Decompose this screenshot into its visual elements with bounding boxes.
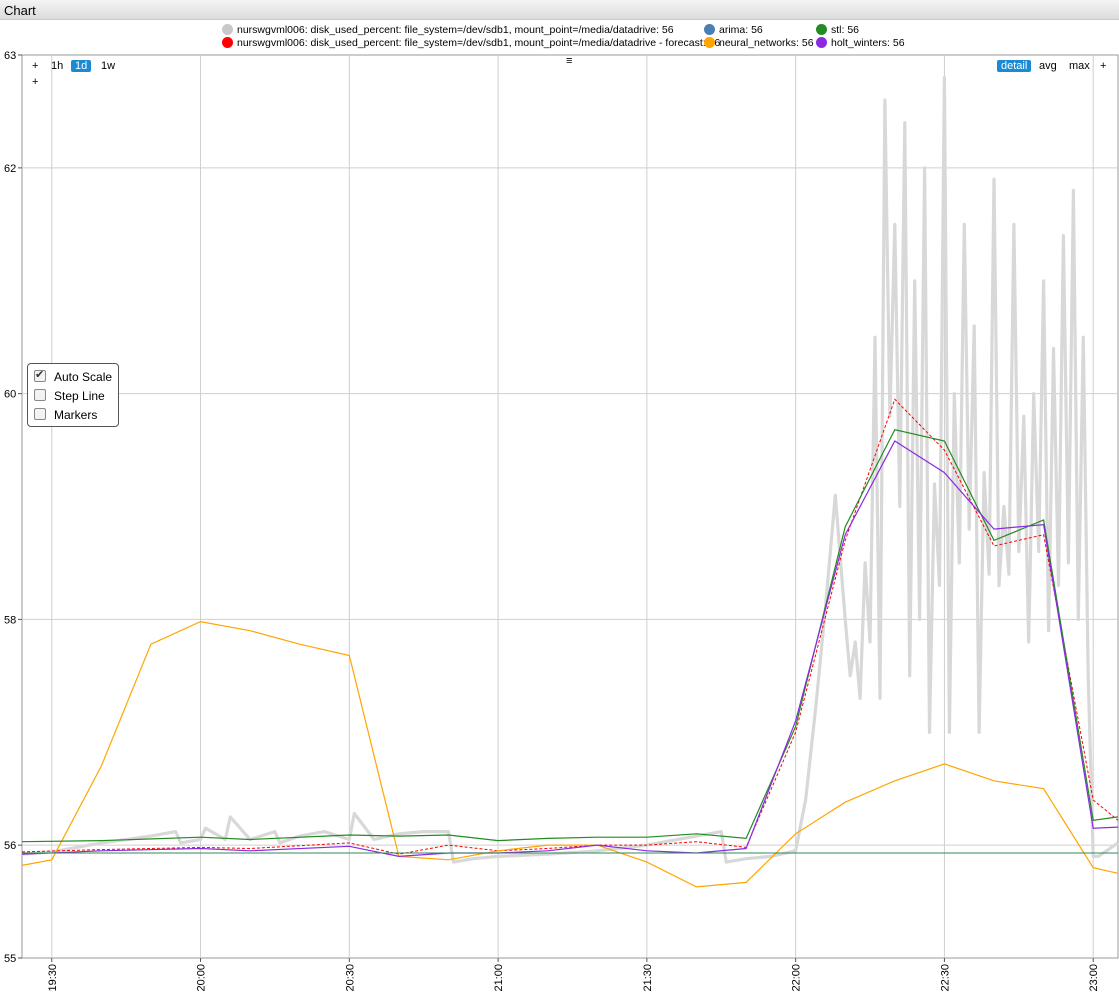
series-line-0[interactable]: [21, 76, 1119, 864]
max-button[interactable]: max: [1069, 60, 1090, 72]
series-layer: [21, 76, 1119, 888]
zoom-in-button[interactable]: +: [32, 60, 39, 72]
y-tick-label: 58: [4, 614, 16, 626]
y-tick-label: 63: [4, 50, 16, 62]
y-tick-label: 56: [4, 840, 16, 852]
markers-label: Markers: [54, 408, 98, 422]
add-right-button[interactable]: +: [1100, 60, 1107, 72]
legend-label: holt_winters: 56: [831, 37, 905, 49]
legend-label: arima: 56: [719, 24, 763, 36]
legend-swatch-icon: [816, 24, 827, 35]
window-title: Chart: [4, 3, 36, 18]
legend-swatch-icon: [704, 24, 715, 35]
legend-label: stl: 56: [831, 24, 860, 36]
y-tick-label: 60: [4, 389, 16, 401]
series-line-1[interactable]: [21, 398, 1119, 855]
y-tick-label: 62: [4, 163, 16, 175]
markers-option[interactable]: Markers: [34, 408, 97, 422]
x-tick-label: 21:00: [493, 964, 505, 992]
legend-swatch-icon: [222, 37, 233, 48]
window-titlebar: Chart: [0, 0, 1119, 20]
menu-icon[interactable]: ≡: [566, 55, 573, 67]
x-tick-label: 20:00: [196, 964, 208, 992]
detail-button[interactable]: detail: [997, 60, 1032, 72]
legend-swatch-icon: [816, 37, 827, 48]
legend-label: nurswgvml006: disk_used_percent: file_sy…: [237, 37, 721, 49]
y-tick-label: 55: [4, 953, 16, 965]
legend-swatch-icon: [704, 37, 715, 48]
legend-item-forecast[interactable]: nurswgvml006: disk_used_percent: file_sy…: [222, 37, 720, 50]
avg-button[interactable]: avg: [1039, 60, 1057, 72]
auto-scale-label: Auto Scale: [54, 370, 113, 384]
range-1w-button[interactable]: 1w: [101, 60, 116, 72]
x-tick-label: 22:30: [939, 964, 951, 992]
series-line-4[interactable]: [21, 440, 1119, 858]
legend-label: neural_networks: 56: [719, 37, 814, 49]
step-line-checkbox[interactable]: [34, 389, 46, 401]
step-line-label: Step Line: [54, 389, 105, 403]
zoom-in-secondary-button[interactable]: +: [32, 76, 39, 88]
legend-item-neural-networks[interactable]: neural_networks: 56: [704, 37, 814, 50]
axes: 55 56 58 60 62 63 19:30 20:00 20:30 21:00 21:30 22:…: [4, 50, 1100, 992]
x-tick-label: 19:30: [47, 964, 59, 992]
legend-item-disk-used[interactable]: nurswgvml006: disk_used_percent: file_sy…: [222, 24, 674, 37]
series-line-2[interactable]: [21, 620, 1119, 888]
chart-options-panel: Auto Scale Step Line Markers: [27, 363, 119, 427]
legend-item-holt-winters[interactable]: holt_winters: 56: [816, 37, 905, 50]
chart-legend: nurswgvml006: disk_used_percent: file_sy…: [0, 23, 1119, 51]
range-1d-button[interactable]: 1d: [71, 60, 92, 72]
auto-scale-option[interactable]: Auto Scale: [34, 368, 113, 384]
legend-swatch-icon: [222, 24, 233, 35]
legend-label: nurswgvml006: disk_used_percent: file_sy…: [237, 24, 674, 36]
series-line-3[interactable]: [21, 429, 1119, 843]
legend-item-stl[interactable]: stl: 56: [816, 24, 859, 37]
range-1h-button[interactable]: 1h: [51, 60, 64, 72]
markers-checkbox[interactable]: [34, 408, 46, 420]
plot-frame: [21, 54, 1119, 959]
x-tick-label: 23:00: [1088, 964, 1100, 992]
x-tick-label: 20:30: [344, 964, 356, 992]
legend-item-arima[interactable]: arima: 56: [704, 24, 763, 37]
x-tick-label: 22:00: [791, 964, 803, 992]
x-tick-label: 21:30: [642, 964, 654, 992]
step-line-option[interactable]: Step Line: [34, 389, 105, 403]
auto-scale-checkbox[interactable]: [34, 368, 46, 382]
